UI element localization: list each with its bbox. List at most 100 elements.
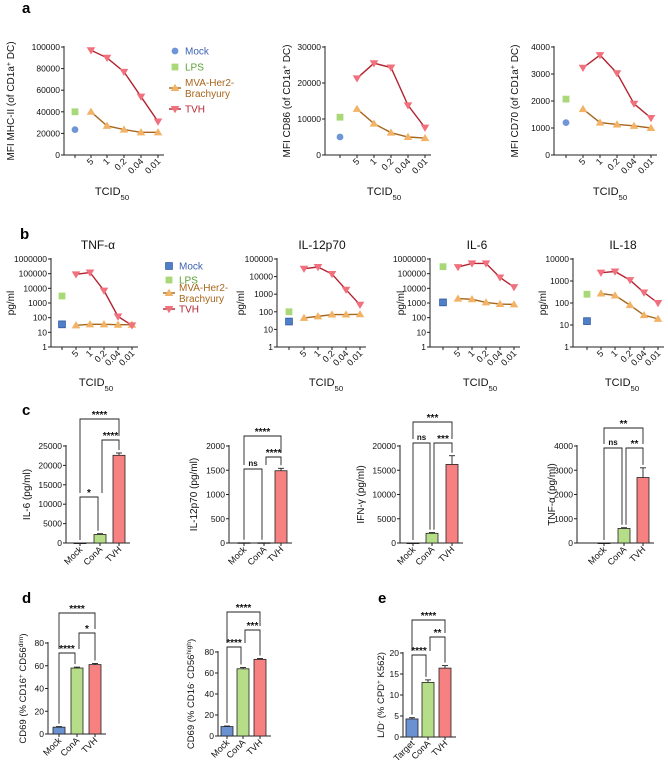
y-tick-label: 20000 [38, 460, 62, 470]
x-tick-label: 1 [368, 156, 379, 167]
mva-point [495, 299, 505, 308]
tvh-point [71, 271, 81, 279]
x-tick-label: 5 [452, 348, 463, 359]
y-axis-label-part: MFI CD86 (of CD1a [282, 69, 293, 158]
tvh-point [386, 64, 396, 72]
y-tick-label: 15000 [38, 480, 62, 490]
mva-point [610, 291, 620, 299]
y-axis-label-part: K562) [376, 652, 387, 680]
y-tick-label: 0 [391, 538, 396, 548]
y-tick-label: 100 [555, 298, 569, 308]
y-axis-label-part: + [18, 674, 25, 678]
x-tick-label: ConA [409, 738, 432, 761]
x-tick-label: 0.01 [410, 156, 429, 175]
tvh-point [85, 269, 95, 277]
x-tick-label: Mock [395, 544, 418, 567]
x-tick-label: 0.01 [117, 348, 136, 367]
tvh-point [610, 268, 620, 276]
x-axis-label-part: TCID [463, 377, 489, 389]
tvh-point [453, 264, 463, 272]
mva-point [153, 128, 163, 136]
tvh-point [467, 260, 477, 268]
mva-point [578, 104, 588, 113]
mock-point [583, 317, 591, 325]
x-axis-label-part: TCID [79, 377, 105, 389]
chart-title: TNF-α [81, 238, 115, 252]
significance-bracket [411, 654, 427, 715]
bar-mock [597, 542, 611, 545]
significance-bracket [433, 442, 453, 530]
tvh-point [578, 64, 588, 72]
y-axis-label-part: pg/ml [538, 291, 549, 315]
bar-tvh [438, 667, 452, 738]
x-tick-label: 0.01 [345, 348, 364, 367]
x-axis-label: TCID50 [593, 186, 627, 202]
bar-cona [70, 667, 84, 735]
mva-point [136, 128, 146, 136]
y-tick-label: 0 [57, 538, 62, 548]
x-tick-label: Mock [226, 544, 249, 567]
legend-marker [170, 83, 180, 91]
lps-point [439, 263, 447, 271]
y-tick-label: 80 [205, 647, 215, 657]
mva-point [299, 313, 309, 321]
y-tick-label: 10000 [545, 254, 569, 264]
legend-marker [171, 63, 179, 71]
bar-tvh [253, 658, 267, 737]
y-axis-label: MFI CD86 (of CD1a+ DC) [282, 44, 294, 157]
mva-point [85, 320, 95, 328]
y-tick-label: 1500 [206, 465, 225, 475]
mock-point [439, 298, 447, 307]
x-axis-label: TCID50 [309, 377, 343, 393]
y-axis-label-part: - [186, 681, 193, 683]
x-axis-label-part: 50 [105, 384, 114, 393]
tvh-point [595, 52, 605, 60]
tvh-point [313, 264, 323, 272]
y-axis-label: IFN-γ (pg/ml) [356, 465, 367, 523]
tvh-point [136, 93, 146, 101]
tvh-point [153, 118, 163, 126]
y-tick-label: 5 [394, 711, 399, 721]
x-tick-label: 0.01 [499, 348, 518, 367]
y-tick-label: 1000 [407, 298, 426, 308]
significance-label: **** [411, 646, 427, 657]
x-tick-label: TVH [80, 735, 100, 755]
y-axis-label: pg/ml [6, 291, 17, 315]
x-tick-label: 5 [70, 348, 81, 359]
y-tick-label: 10 [264, 324, 274, 334]
x-tick-label: TVH [104, 544, 124, 564]
x-tick-label: 1 [466, 348, 477, 359]
y-tick-label: 20 [205, 710, 215, 720]
x-tick-label: 5 [595, 348, 606, 359]
y-axis-label: CD69 (% CD16+ CD56dim) [18, 633, 30, 743]
y-tick-label: 2000 [554, 490, 573, 500]
legend-marker [164, 306, 174, 314]
y-tick-label: 40 [205, 689, 215, 699]
bar-tvh [445, 464, 459, 544]
tvh-series-line [582, 54, 652, 119]
x-axis-label-part: 50 [335, 384, 344, 393]
tvh-series-line [75, 271, 133, 326]
y-tick-label: 10000 [402, 283, 426, 293]
significance-bracket [429, 636, 446, 663]
mva-point [119, 125, 129, 133]
y-axis-label: IL-12p70 (pg/ml) [189, 458, 200, 531]
mva-point [352, 104, 362, 112]
significance-bracket [58, 612, 96, 649]
y-axis-label-part: CD69 (% CD16 [186, 684, 197, 749]
x-axis-label-part: 50 [393, 193, 402, 202]
y-axis-label-part: (% CPD [376, 684, 387, 721]
bar-cona [617, 528, 631, 544]
y-axis-label: L/D- (% CPD+ K562) [376, 652, 388, 738]
lps-point [583, 290, 591, 298]
legend-label: Mock [185, 47, 210, 58]
significance-bracket [603, 427, 644, 444]
y-tick-label: 20 [35, 706, 45, 716]
chart-title: IL-6 [467, 238, 488, 252]
tvh-point [403, 102, 413, 110]
mva-point [625, 300, 635, 309]
